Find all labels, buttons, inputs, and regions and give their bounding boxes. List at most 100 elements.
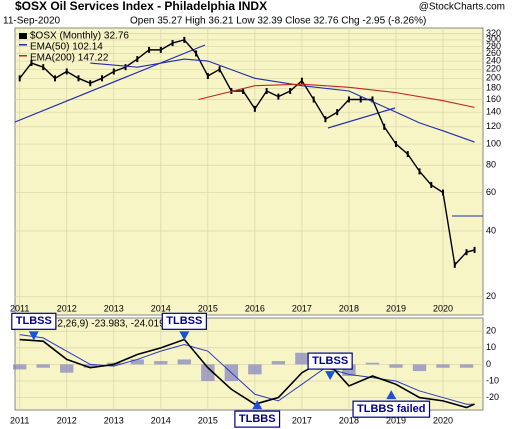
price-bar — [359, 96, 362, 103]
trend-line — [327, 107, 396, 129]
price-bar — [101, 75, 104, 82]
y-tick-label: 120 — [486, 121, 501, 131]
legend-label: EMA(200) 147.22 — [30, 53, 109, 64]
x-tick-label: 2020 — [433, 415, 453, 425]
x-tick-label: 2014 — [151, 415, 171, 425]
annotation-arrow — [252, 400, 263, 410]
price-bar — [289, 88, 292, 95]
annotation-arrow — [325, 371, 336, 381]
histogram-bar — [248, 364, 262, 375]
y-tick-label: 240 — [486, 55, 501, 65]
price-bar — [324, 116, 327, 123]
price-bar — [206, 72, 209, 79]
x-tick-label: 2014 — [151, 303, 171, 313]
annotation-label: TLBSS — [166, 315, 202, 327]
legend-label: EMA(50) 102.14 — [30, 42, 103, 53]
x-tick-label: 2019 — [386, 303, 406, 313]
price-bar — [277, 93, 280, 100]
price-bar — [300, 77, 303, 84]
annotation-arrow — [179, 331, 190, 341]
annotation: TLBSS — [11, 312, 57, 341]
y-tick-label: 220 — [486, 64, 501, 74]
x-tick-label: 2019 — [386, 415, 406, 425]
price-bar — [218, 66, 221, 73]
y-tick-label: 280 — [486, 41, 501, 51]
price-bar — [89, 80, 92, 87]
y-tick-label: 100 — [486, 138, 501, 148]
histogram-bar — [412, 364, 427, 372]
x-tick-label: 2013 — [104, 415, 124, 425]
price-panel — [14, 27, 484, 316]
histogram-bar — [295, 352, 309, 365]
legend-swatch — [19, 44, 27, 46]
trend-line — [14, 44, 206, 123]
x-tick-label: 2013 — [104, 303, 124, 313]
price-bar — [112, 68, 115, 75]
annotation-box — [307, 352, 353, 370]
price-bar — [265, 88, 268, 95]
histogram-bar — [36, 364, 50, 368]
y-tick-label: 20 — [486, 291, 496, 301]
price-bar — [430, 181, 433, 188]
x-tick-label: 2015 — [198, 415, 218, 425]
annotation: TLBSS — [307, 352, 353, 381]
legend-swatch — [19, 55, 27, 57]
x-tick-label: 2011 — [10, 303, 29, 313]
price-bar — [473, 246, 476, 253]
annotation: TLBBS failed — [352, 390, 431, 418]
price-bar — [136, 56, 139, 63]
x-tick-label: 2012 — [57, 415, 77, 425]
y-tick-label: 60 — [486, 187, 496, 197]
price-bar — [253, 105, 256, 112]
price-bar — [453, 261, 456, 268]
y-tick-label: 140 — [486, 107, 501, 117]
price-bar — [418, 168, 421, 175]
price-bar — [171, 40, 174, 47]
x-tick-label: 2016 — [245, 303, 265, 313]
price-bar — [183, 36, 186, 43]
y-tick-label: 160 — [486, 94, 501, 104]
quote: Open 35.27 High 36.21 Low 32.39 Close 32… — [130, 16, 426, 27]
histogram-bar — [459, 364, 474, 368]
histogram-bar — [201, 364, 215, 381]
price-bar — [442, 189, 445, 196]
histogram-bar — [342, 364, 356, 377]
price-bar — [65, 68, 68, 75]
macd-line — [19, 338, 475, 409]
annotation-label: TLBSS — [312, 355, 348, 367]
histogram-bar — [436, 364, 450, 368]
price-bar — [383, 123, 386, 130]
x-tick-label: 2017 — [292, 303, 312, 313]
legend-swatch — [19, 33, 27, 39]
histogram-bar — [389, 364, 403, 368]
price-bar — [124, 64, 127, 71]
price-bar — [465, 249, 468, 256]
annotation-arrow — [386, 390, 397, 400]
price-bar — [159, 46, 162, 53]
price-bar — [53, 75, 56, 82]
price-bar — [394, 141, 397, 148]
x-tick-label: 2018 — [339, 303, 359, 313]
annotation-box — [161, 312, 207, 330]
series-line — [198, 83, 475, 108]
histogram-bar — [60, 364, 74, 373]
x-tick-label: 2018 — [339, 415, 359, 425]
price-bar — [18, 75, 21, 82]
macd-panel — [14, 317, 484, 411]
y-tick-label: 200 — [486, 73, 501, 83]
y-tick-label: 180 — [486, 83, 501, 93]
series-line — [90, 58, 475, 143]
y-tick-label: 10 — [486, 342, 496, 352]
legend-label: $OSX (Monthly) 32.76 — [30, 31, 129, 42]
histogram-bar — [177, 359, 192, 365]
price-bar — [42, 64, 45, 71]
histogram-bar — [13, 364, 27, 370]
y-tick-label: 300 — [486, 34, 501, 44]
price-bar — [77, 75, 80, 82]
price-bar — [242, 88, 245, 95]
price-bar — [312, 96, 315, 103]
macd-legend: MACD(12,26,9) -23.983, -24.019, 0.036 — [19, 319, 196, 330]
annotation-box — [11, 312, 57, 330]
price-bar — [371, 96, 374, 103]
